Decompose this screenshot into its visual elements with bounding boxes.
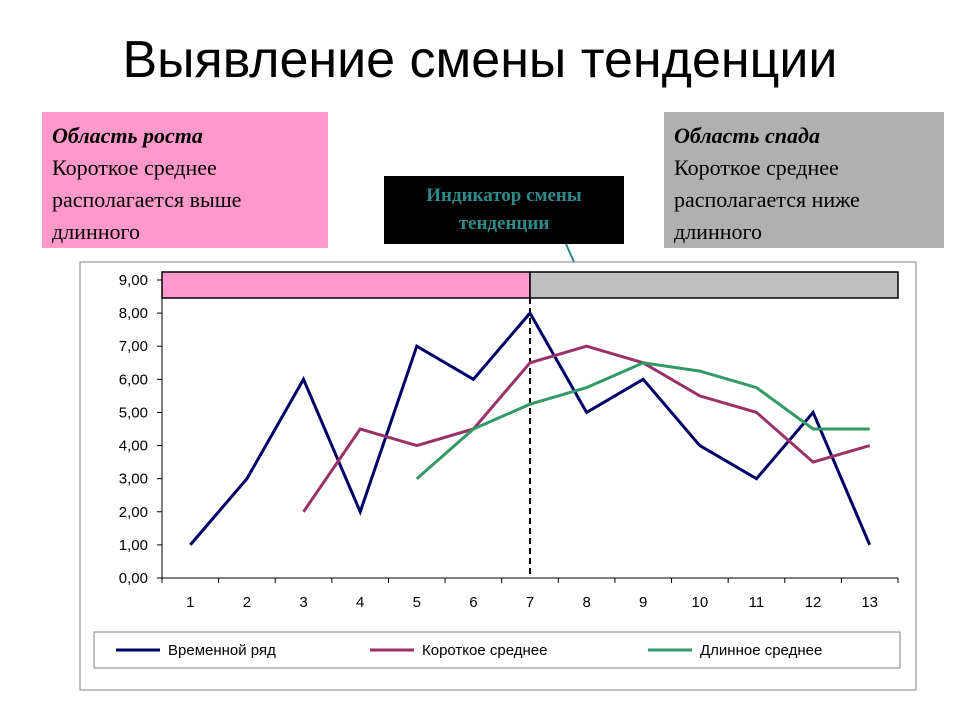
short-average-line [302,344,871,513]
growth-area-text-line1: Короткое среднее [52,155,217,180]
decline-area-text-line1: Короткое среднее [674,155,839,180]
growth-area-callout: Область роста Короткое среднее располага… [42,112,328,248]
indicator-text-line1: Индикатор смены [426,185,582,206]
legend-label: Длинное среднее [700,642,822,659]
legend-box [93,631,901,669]
legend-item-long-average: Длинное среднее [648,642,822,659]
legend-item-time-series: Временной ряд [116,642,276,659]
x-tick-label: 12 [805,594,822,611]
y-tick-label: 5,00 [119,404,148,421]
y-tick-label: 4,00 [119,438,148,455]
long-average-line [415,361,870,480]
growth-area-text-line2: располагается выше [52,187,242,212]
x-tick-label: 3 [299,594,307,611]
decline-area-callout: Область спада Короткое среднее располага… [664,112,944,248]
decline-area-heading: Область спада [674,123,820,148]
decline-zone-bar [529,271,899,299]
y-tick-label: 9,00 [119,272,148,289]
indicator-pointer [565,243,575,263]
y-tick-label: 1,00 [119,537,148,554]
y-tick-label: 7,00 [119,338,148,355]
x-tick-label: 7 [526,594,534,611]
trend-change-indicator-callout: Индикатор смены тенденции [384,176,624,244]
page-title: Выявление смены тенденции [122,31,838,89]
growth-zone-bar [161,271,531,299]
legend-item-short-average: Короткое среднее [370,642,547,659]
time-series-line [189,310,872,546]
x-tick-label: 2 [243,594,251,611]
x-tick-label: 11 [749,594,765,611]
y-tick-label: 2,00 [119,504,148,521]
decline-area-text-line2: располагается ниже [674,187,860,212]
x-tick-label: 1 [186,594,194,611]
legend-label: Временной ряд [168,642,276,659]
y-tick-label: 8,00 [119,305,148,322]
x-tick-label: 13 [861,594,878,611]
y-tick-label: 6,00 [119,371,148,388]
x-tick-label: 4 [356,594,364,611]
legend-label: Короткое среднее [422,642,547,659]
decline-area-text-line3: длинного [674,219,762,244]
x-tick-label: 9 [639,594,647,611]
y-tick-label: 0,00 [119,570,148,587]
x-tick-label: 5 [413,594,421,611]
x-tick-label: 8 [582,594,590,611]
y-tick-label: 3,00 [119,471,148,488]
x-tick-label: 6 [469,594,477,611]
chart-frame [79,261,917,691]
indicator-text-line2: тенденции [458,213,550,234]
x-tick-label: 10 [692,594,709,611]
growth-area-text-line3: длинного [52,219,140,244]
growth-area-heading: Область роста [52,123,203,148]
